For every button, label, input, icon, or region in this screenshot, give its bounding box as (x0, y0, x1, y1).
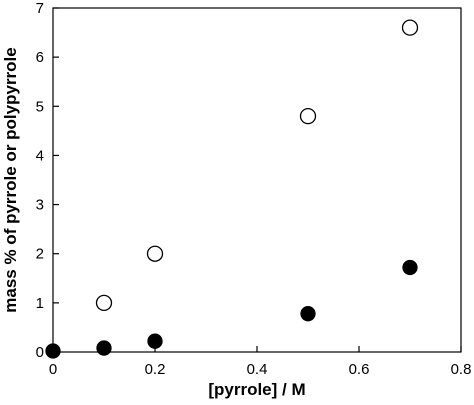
y-tick-label: 4 (36, 147, 44, 164)
data-points (45, 19, 419, 359)
open-circle-point (146, 245, 164, 262)
filled-circle-point (402, 259, 418, 276)
y-tick-label: 3 (36, 197, 44, 214)
x-tick-label: 0.4 (247, 361, 268, 378)
y-tick-label: 5 (36, 98, 44, 115)
y-tick-label: 0 (36, 344, 44, 361)
open-circle-point (95, 294, 113, 312)
open-circle-point (299, 107, 317, 125)
y-tick-label: 1 (36, 295, 44, 312)
y-tick-label: 7 (36, 0, 44, 17)
filled-circle-point (147, 333, 163, 349)
x-tick-label: 0.2 (145, 361, 166, 378)
x-tick-label: 0.8 (451, 361, 472, 378)
plot-border (52, 7, 462, 353)
open-circle-point (401, 19, 419, 36)
y-axis-title: mass % of pyrrole or polypyrrole (1, 47, 20, 312)
x-axis-ticks: 0 0.2 0.4 0.6 0.8 (49, 346, 472, 378)
plot-frame (52, 7, 462, 353)
x-axis-title: [pyrrole] / M (208, 380, 305, 399)
filled-circle-point (45, 343, 61, 359)
x-tick-label: 0.6 (349, 361, 370, 378)
filled-circle-point (96, 340, 112, 356)
x-tick-label: 0 (49, 361, 57, 378)
y-tick-label: 2 (36, 246, 44, 263)
y-tick-label: 6 (36, 49, 44, 66)
filled-circle-point (300, 306, 316, 322)
y-axis-ticks: 0 1 2 3 4 5 6 7 (36, 0, 59, 361)
